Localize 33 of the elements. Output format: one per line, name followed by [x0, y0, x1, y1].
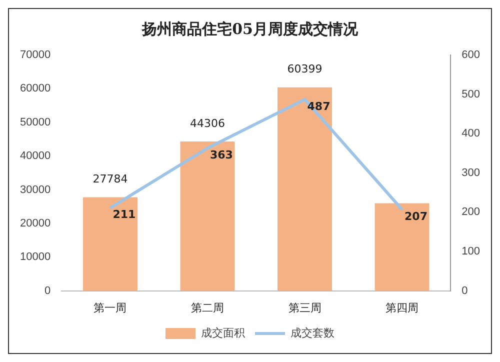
- bar: [278, 87, 332, 291]
- chart-title: 扬州商品住宅05月周度成交情况: [141, 20, 359, 38]
- x-tick-label: 第三周: [288, 301, 322, 314]
- y2-tick-label: 0: [462, 284, 468, 297]
- bar: [180, 142, 235, 291]
- data-label: 363: [210, 148, 233, 162]
- bar: [374, 203, 430, 291]
- y2-tick-label: 100: [462, 246, 480, 258]
- y2-tick-label: 400: [462, 128, 480, 140]
- y-tick-label: 20000: [20, 217, 51, 230]
- y-tick-label: 0: [44, 284, 51, 297]
- x-tick-label: 第四周: [386, 301, 419, 314]
- legend-label: 成交面积: [201, 326, 245, 340]
- y-tick-label: 10000: [20, 251, 51, 264]
- y2-tick-label: 600: [462, 49, 480, 62]
- bar: [82, 197, 138, 291]
- data-label: 44306: [190, 116, 225, 130]
- y2-tick-label: 200: [462, 206, 480, 218]
- x-tick-label: 第二周: [190, 301, 224, 314]
- data-label: 487: [307, 100, 330, 113]
- y-tick-label: 40000: [20, 150, 51, 162]
- legend-label: 成交套数: [290, 326, 334, 340]
- y-tick-label: 60000: [20, 82, 51, 95]
- data-label: 27784: [92, 172, 128, 186]
- data-label: 211: [112, 208, 136, 222]
- y2-tick-label: 500: [462, 88, 480, 100]
- data-label: 207: [404, 210, 428, 223]
- y2-tick-label: 300: [462, 166, 480, 179]
- data-label: 60399: [287, 62, 322, 76]
- x-tick-label: 第一周: [94, 301, 127, 314]
- y-tick-label: 70000: [20, 49, 51, 62]
- y-tick-label: 50000: [20, 116, 51, 128]
- y-tick-label: 30000: [20, 184, 51, 196]
